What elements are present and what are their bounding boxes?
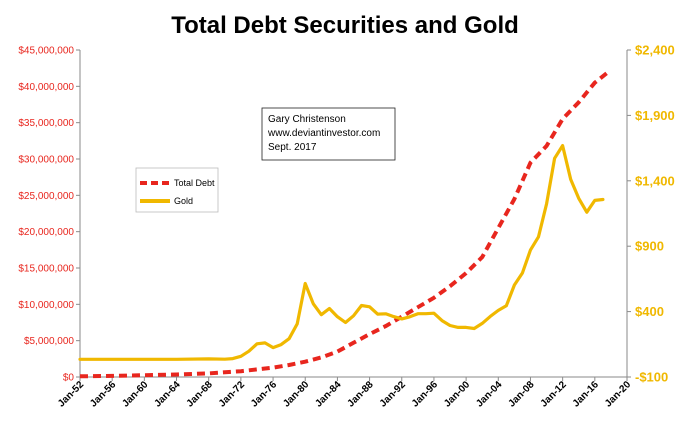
y-right-tick-label: $1,900 (635, 108, 675, 123)
x-tick-label: Jan-52 (56, 379, 86, 409)
y-left-tick-label: $25,000,000 (18, 191, 74, 202)
y-left-tick-label: $0 (63, 373, 75, 384)
x-tick-label: Jan-12 (539, 379, 569, 409)
legend: Total Debt Gold (135, 167, 219, 213)
legend-label-total-debt: Total Debt (174, 178, 215, 188)
x-tick-label: Jan-72 (217, 379, 247, 409)
legend-label-gold: Gold (174, 196, 193, 206)
y-right-tick-label: -$100 (635, 370, 668, 385)
y-left-tick-label: $40,000,000 (18, 82, 74, 93)
annotation-website: www.deviantinvestor.com (267, 128, 380, 139)
y-right-tick-label: $1,400 (635, 173, 675, 188)
x-tick-label: Jan-16 (571, 379, 601, 409)
y-left-tick-label: $30,000,000 (18, 155, 74, 166)
x-tick-label: Jan-00 (442, 379, 472, 409)
y-left-tick-label: $10,000,000 (18, 300, 74, 311)
x-tick-label: Jan-80 (281, 379, 311, 409)
annotation-author: Gary Christenson (268, 114, 346, 125)
x-tick-label: Jan-68 (185, 379, 215, 409)
x-tick-label: Jan-92 (378, 379, 408, 409)
series-line-total-debt (79, 70, 610, 379)
x-tick-label: Jan-88 (346, 379, 376, 409)
annotation-box: Gary Christenson www.deviantinvestor.com… (261, 107, 396, 161)
x-tick-label: Jan-60 (120, 379, 150, 409)
x-tick-label: Jan-20 (603, 379, 633, 409)
axes: $0 $5,000,000 $10,000,000 $15,000,000 $20,00… (18, 43, 674, 410)
y-right-tick-label: $400 (635, 304, 664, 319)
x-tick-label: Jan-96 (410, 379, 440, 409)
y-left-tick-label: $20,000,000 (18, 227, 74, 238)
series-layer (78, 70, 610, 379)
y-left-tick-label: $5,000,000 (24, 336, 74, 347)
annotation-date: Sept. 2017 (268, 142, 317, 153)
x-tick-label: Jan-76 (249, 379, 279, 409)
y-right-tick-label: $900 (635, 239, 664, 254)
y-left-tick-label: $35,000,000 (18, 118, 74, 129)
annotation-border (261, 107, 396, 161)
legend-box (135, 167, 219, 213)
series-line-gold (78, 144, 605, 361)
x-tick-label: Jan-84 (313, 379, 343, 409)
y-left-tick-label: $15,000,000 (18, 264, 74, 275)
x-tick-label: Jan-56 (88, 379, 118, 409)
x-tick-label: Jan-04 (474, 379, 504, 409)
y-left-tick-label: $45,000,000 (18, 46, 74, 57)
chart-title: Total Debt Securities and Gold (171, 12, 519, 39)
x-tick-label: Jan-08 (506, 379, 536, 409)
y-right-tick-label: $2,400 (635, 43, 675, 58)
x-tick-label: Jan-64 (152, 379, 182, 409)
